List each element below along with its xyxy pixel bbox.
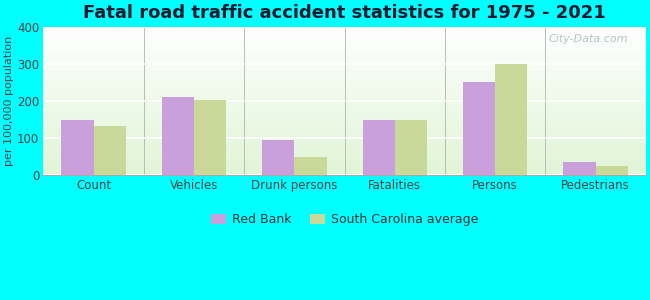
- Bar: [94, 126, 125, 175]
- Bar: [495, 64, 527, 175]
- Bar: [395, 120, 427, 175]
- Bar: [564, 162, 595, 175]
- Bar: [595, 166, 628, 175]
- Text: City-Data.com: City-Data.com: [548, 34, 628, 44]
- Legend: Red Bank, South Carolina average: Red Bank, South Carolina average: [205, 208, 484, 231]
- Bar: [162, 97, 194, 175]
- Bar: [363, 120, 395, 175]
- Bar: [62, 120, 94, 175]
- Bar: [463, 82, 495, 175]
- Bar: [294, 157, 326, 175]
- Bar: [194, 100, 226, 175]
- Bar: [262, 140, 294, 175]
- Y-axis label: per 100,000 population: per 100,000 population: [4, 36, 14, 166]
- Title: Fatal road traffic accident statistics for 1975 - 2021: Fatal road traffic accident statistics f…: [83, 4, 606, 22]
